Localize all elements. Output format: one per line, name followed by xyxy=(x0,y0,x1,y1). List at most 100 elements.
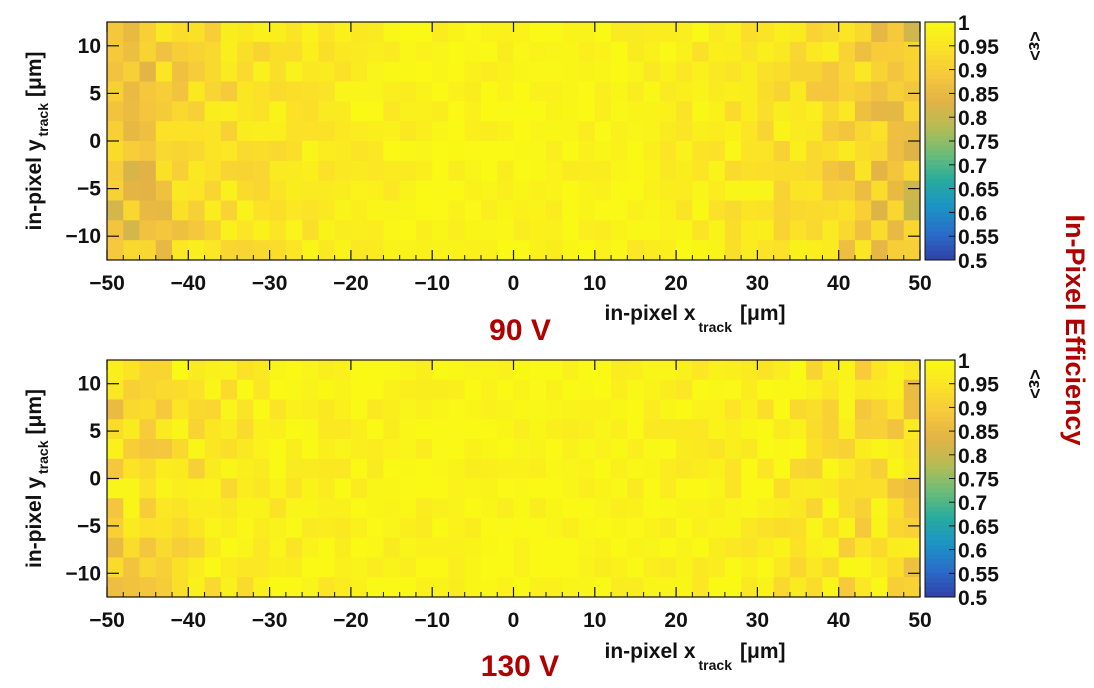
heatmap-cell xyxy=(318,439,335,459)
heatmap-cell xyxy=(546,240,563,260)
heatmap-cell xyxy=(448,538,465,558)
heatmap-cell xyxy=(286,479,303,499)
heatmap-cell xyxy=(416,360,433,380)
colorbar-segment xyxy=(925,540,955,545)
heatmap-cell xyxy=(172,161,189,181)
heatmap-cell xyxy=(562,577,579,597)
heatmap-cell xyxy=(579,22,596,42)
heatmap-cell xyxy=(351,22,368,42)
colorbar-segment xyxy=(925,103,955,108)
heatmap-cell xyxy=(335,141,352,161)
heatmap-cell xyxy=(383,419,400,439)
heatmap-cell xyxy=(709,42,726,62)
heatmap-cell xyxy=(660,220,677,240)
heatmap-cell xyxy=(676,518,693,538)
heatmap-cell xyxy=(188,161,205,181)
heatmap-cell xyxy=(432,380,449,400)
heatmap-cell xyxy=(302,141,319,161)
heatmap-cell xyxy=(221,518,238,538)
heatmap-cell xyxy=(806,538,823,558)
heatmap-cell xyxy=(709,101,726,121)
heatmap-cell xyxy=(822,201,839,221)
heatmap-cell xyxy=(546,419,563,439)
heatmap-cell xyxy=(448,419,465,439)
heatmap-cell xyxy=(725,558,742,578)
heatmap-cell xyxy=(514,400,531,420)
heatmap-cell xyxy=(286,201,303,221)
heatmap-cell xyxy=(595,459,612,479)
heatmap-cell xyxy=(579,439,596,459)
heatmap-cell xyxy=(481,360,498,380)
heatmap-cell xyxy=(709,82,726,102)
heatmap-cell xyxy=(627,479,644,499)
heatmap-cell xyxy=(400,360,417,380)
heatmap-cell xyxy=(140,82,157,102)
heatmap-cell xyxy=(546,141,563,161)
heatmap-cell xyxy=(481,577,498,597)
heatmap-cell xyxy=(432,518,449,538)
heatmap-cell xyxy=(676,201,693,221)
heatmap-cell xyxy=(481,400,498,420)
heatmap-cell xyxy=(172,518,189,538)
heatmap-cell xyxy=(871,141,888,161)
colorbar-segment xyxy=(925,155,955,160)
heatmap-cell xyxy=(676,400,693,420)
heatmap-cell xyxy=(790,161,807,181)
heatmap-cell xyxy=(530,42,547,62)
heatmap-cell xyxy=(107,161,124,181)
x-axis-label: in-pixel xtrack[μm] xyxy=(604,640,785,673)
heatmap-cell xyxy=(237,400,254,420)
heatmap-cell xyxy=(416,181,433,201)
heatmap-cell xyxy=(286,459,303,479)
heatmap-cell xyxy=(904,380,921,400)
colorbar-segment xyxy=(925,250,955,255)
heatmap-cell xyxy=(481,181,498,201)
heatmap-cell xyxy=(286,538,303,558)
y-axis-label-main: in-pixel y xyxy=(23,477,46,568)
heatmap-cell xyxy=(741,42,758,62)
heatmap-cell xyxy=(465,518,482,538)
heatmap-cell xyxy=(335,498,352,518)
heatmap-cell xyxy=(140,518,157,538)
heatmap-cell xyxy=(644,42,661,62)
heatmap-cell xyxy=(790,558,807,578)
heatmap-cell xyxy=(270,220,287,240)
heatmap-cell xyxy=(676,360,693,380)
heatmap-cell xyxy=(253,62,270,82)
heatmap-cell xyxy=(692,439,709,459)
heatmap-cell xyxy=(627,558,644,578)
heatmap-cell xyxy=(514,439,531,459)
heatmap-cell xyxy=(774,558,791,578)
heatmap-cell xyxy=(839,121,856,141)
x-tick-label: −40 xyxy=(170,272,206,295)
heatmap-cell xyxy=(514,101,531,121)
colorbar-segment xyxy=(925,469,955,474)
heatmap-cell xyxy=(611,220,628,240)
heatmap-cell xyxy=(448,201,465,221)
heatmap-cell xyxy=(237,201,254,221)
heatmap-cell xyxy=(140,240,157,260)
heatmap-cell xyxy=(595,400,612,420)
heatmap-cell xyxy=(432,558,449,578)
heatmap-cell xyxy=(221,577,238,597)
heatmap-cell xyxy=(644,439,661,459)
heatmap-cell xyxy=(286,42,303,62)
heatmap-cell xyxy=(562,538,579,558)
heatmap-cell xyxy=(887,181,904,201)
heatmap-cell xyxy=(904,518,921,538)
heatmap-cell xyxy=(351,101,368,121)
heatmap-cell xyxy=(822,479,839,499)
colorbar-segment xyxy=(925,507,955,512)
heatmap-cell xyxy=(107,558,124,578)
colorbar-segment xyxy=(925,60,955,65)
heatmap-cell xyxy=(400,101,417,121)
heatmap-cell xyxy=(188,380,205,400)
heatmap-cell xyxy=(253,121,270,141)
heatmap-cell xyxy=(692,577,709,597)
heatmap-cell xyxy=(335,459,352,479)
heatmap-cell xyxy=(400,201,417,221)
heatmap-cell xyxy=(530,518,547,538)
heatmap-cell xyxy=(871,82,888,102)
heatmap-cell xyxy=(497,121,514,141)
heatmap-cell xyxy=(172,538,189,558)
